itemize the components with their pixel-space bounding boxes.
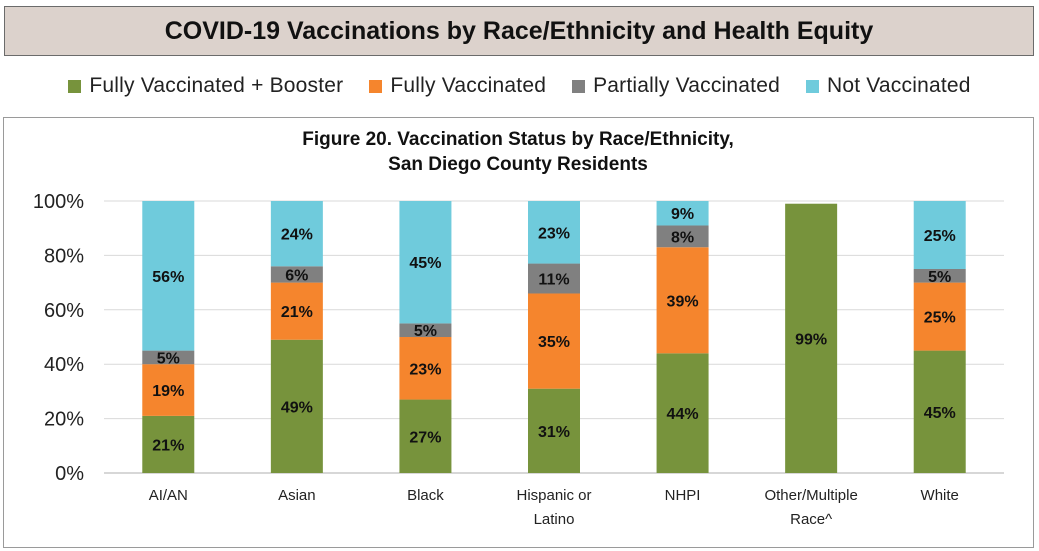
chart-title-line: Figure 20. Vaccination Status by Race/Et…	[302, 129, 734, 150]
legend-item: Not Vaccinated	[805, 74, 971, 98]
data-label: 8%	[671, 229, 694, 246]
bar-segment	[656, 247, 709, 354]
data-label: 23%	[538, 225, 570, 242]
bar-segment	[528, 388, 580, 473]
bar-segment	[913, 201, 966, 269]
bar-segment	[270, 282, 323, 340]
data-label: 39%	[667, 293, 699, 310]
data-label: 9%	[671, 206, 694, 223]
x-tick-label: Race^	[790, 511, 832, 528]
bar-segment	[528, 293, 580, 389]
legend-swatch	[805, 79, 819, 93]
y-tick-label: 40%	[44, 354, 84, 376]
y-tick-label: 0%	[55, 463, 84, 485]
data-label: 5%	[414, 323, 437, 340]
legend-label: Fully Vaccinated + Booster	[89, 74, 344, 97]
legend-label: Fully Vaccinated	[390, 74, 547, 97]
data-label: 27%	[409, 429, 441, 446]
x-tick-label: Latino	[534, 511, 575, 528]
bar-segment	[399, 201, 452, 324]
x-tick-label: AI/AN	[149, 487, 188, 504]
data-label: 11%	[538, 272, 569, 289]
bar-segment	[399, 323, 452, 337]
data-label: 6%	[285, 267, 308, 284]
chart-frame: Figure 20. Vaccination Status by Race/Et…	[3, 117, 1034, 548]
bar-segment	[656, 353, 709, 473]
bar-segment	[142, 415, 195, 473]
data-label: 19%	[152, 383, 184, 400]
chart-title-line: San Diego County Residents	[388, 154, 648, 175]
legend: Fully Vaccinated + Booster Fully Vaccinat…	[0, 70, 1039, 102]
bar-segment	[142, 201, 195, 351]
data-label: 56%	[152, 269, 184, 286]
bar-segment	[913, 282, 966, 351]
data-label: 25%	[924, 310, 956, 327]
data-label: 45%	[409, 255, 441, 272]
y-tick-label: 60%	[44, 300, 84, 322]
bar-segment	[399, 337, 452, 400]
legend-swatch	[68, 79, 82, 93]
bar-segment	[142, 350, 195, 365]
bar-segment	[270, 266, 323, 283]
bar-segment	[656, 225, 709, 248]
data-label: 25%	[924, 228, 956, 245]
bar-segment	[270, 339, 323, 473]
bar-segment	[913, 350, 966, 473]
bar-segment	[913, 269, 966, 283]
legend-item: Fully Vaccinated + Booster	[68, 74, 343, 98]
data-label: 21%	[152, 437, 184, 454]
data-label: 31%	[538, 424, 570, 441]
bar-segment	[270, 201, 323, 267]
data-label: 21%	[281, 304, 313, 321]
legend-swatch	[369, 79, 383, 93]
x-tick-label: Hispanic or	[516, 487, 591, 504]
legend-swatch	[572, 79, 586, 93]
data-label: 23%	[409, 361, 441, 378]
data-label: 49%	[281, 399, 313, 416]
bar-segment	[528, 201, 580, 264]
banner-title: COVID-19 Vaccinations by Race/Ethnicity …	[164, 16, 874, 45]
data-label: 35%	[538, 334, 570, 351]
data-label: 5%	[928, 269, 951, 286]
x-tick-label: White	[921, 487, 959, 504]
bar-segment	[528, 263, 580, 294]
bar-segment	[656, 201, 709, 226]
legend-item: Fully Vaccinated	[369, 74, 546, 98]
dashboard-banner: COVID-19 Vaccinations by Race/Ethnicity …	[4, 6, 1034, 56]
data-label: 99%	[795, 331, 827, 348]
x-tick-label: Black	[407, 487, 444, 504]
bar-segment	[785, 203, 838, 473]
x-tick-label: NHPI	[665, 487, 701, 504]
stacked-bar-chart: Figure 20. Vaccination Status by Race/Et…	[33, 129, 1004, 528]
legend-item: Partially Vaccinated	[572, 74, 780, 98]
x-tick-label: Other/Multiple	[764, 487, 857, 504]
y-tick-label: 20%	[44, 409, 84, 431]
data-label: 5%	[157, 350, 180, 367]
data-label: 24%	[281, 227, 313, 244]
bar-segment	[399, 399, 452, 473]
y-tick-label: 80%	[44, 245, 84, 267]
data-label: 44%	[667, 406, 699, 423]
legend-label: Partially Vaccinated	[593, 74, 780, 97]
legend-label: Not Vaccinated	[826, 74, 971, 97]
y-tick-label: 100%	[33, 191, 84, 213]
x-tick-label: Asian	[278, 487, 316, 504]
data-label: 45%	[924, 405, 956, 422]
bar-segment	[142, 364, 195, 416]
